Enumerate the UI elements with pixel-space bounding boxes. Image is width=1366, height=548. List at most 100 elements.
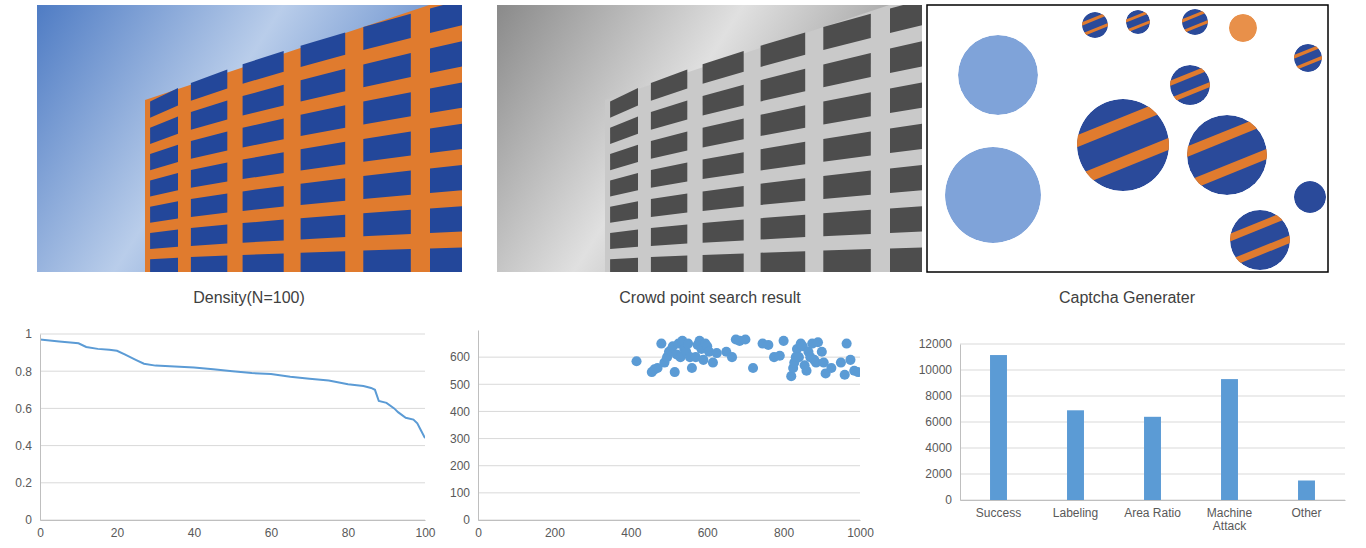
tick-label: 1 (25, 327, 32, 341)
tick-label: 8000 (925, 389, 952, 403)
tick: 10000 (919, 363, 960, 377)
window (243, 186, 284, 211)
tick: 100 (415, 520, 435, 540)
tick-label: 0 (475, 526, 482, 540)
data-point (683, 339, 693, 349)
data-point (727, 352, 737, 362)
caption: Density(N=100) (193, 289, 305, 306)
window (761, 105, 806, 136)
tick: 0 (37, 520, 44, 540)
tick-label: 400 (450, 405, 470, 419)
piece-stripe (1144, 104, 1296, 173)
tick: 60 (265, 520, 279, 540)
window (243, 51, 284, 84)
grid-line (40, 520, 425, 521)
tick-label: 400 (621, 526, 641, 540)
window (430, 205, 462, 233)
data-point (842, 339, 852, 349)
tick-label: 100 (450, 486, 470, 500)
window (890, 205, 922, 233)
tick: 0.4 (15, 439, 40, 453)
tick-label: 300 (450, 432, 470, 446)
data-point (817, 347, 827, 357)
window (430, 163, 462, 193)
data-line (40, 340, 425, 439)
tick: 1 (25, 327, 40, 341)
window (610, 258, 638, 272)
tick-label: 12000 (919, 337, 953, 351)
piece-stripe (1149, 59, 1225, 93)
bar (990, 355, 1007, 500)
tick-label-line: Attack (1213, 519, 1247, 533)
chart-bar: 020004000600080001000012000SuccessLabeli… (919, 337, 1346, 533)
plot-area (631, 334, 860, 381)
window (651, 163, 687, 188)
tick-label: 60 (265, 526, 279, 540)
tick: 400 (621, 520, 641, 540)
window (430, 121, 462, 153)
window (191, 163, 227, 188)
tick-label: 0 (463, 513, 470, 527)
tick-label: Other (1291, 506, 1321, 520)
data-point (708, 358, 718, 368)
window (761, 69, 806, 102)
tick: 0 (945, 493, 960, 507)
window (651, 225, 687, 246)
captcha-piece (1149, 59, 1231, 108)
tick-label: Area Ratio (1124, 506, 1181, 520)
window (363, 131, 411, 161)
caption: Captcha Generater (1059, 289, 1196, 306)
piece-stripe (1068, 8, 1117, 30)
tick: 500 (450, 378, 478, 392)
window (703, 186, 744, 211)
tick-label: 200 (450, 459, 470, 473)
tick-label: 200 (545, 526, 565, 540)
piece-fill (945, 147, 1041, 243)
captcha-piece (1168, 5, 1221, 37)
tick-label: 0.6 (15, 402, 32, 416)
grid-line (478, 520, 860, 521)
data-point (775, 351, 785, 361)
data-point (840, 370, 850, 380)
tick: 0 (475, 520, 482, 540)
tick-label: 6000 (925, 415, 952, 429)
grid-line (478, 384, 860, 385)
tick-label: 2000 (925, 467, 952, 481)
grid-line (40, 334, 425, 335)
piece-stripe (1198, 202, 1312, 254)
caption: Crowd point search result (619, 289, 801, 306)
window (761, 251, 806, 272)
axis-line (961, 500, 1346, 501)
captcha-piece (1229, 14, 1257, 42)
captcha-frame (927, 5, 1328, 272)
window (243, 118, 284, 147)
window (191, 225, 227, 246)
axis-line (41, 520, 426, 521)
x-axis: 02004006008001000 (475, 520, 874, 540)
tick: 12000 (919, 337, 960, 351)
window (150, 201, 178, 223)
piece-stripe (1155, 74, 1231, 108)
window (610, 173, 638, 197)
photo (37, 5, 462, 272)
window (191, 70, 227, 101)
grid-line (478, 411, 860, 412)
window (890, 5, 922, 33)
tick: 2000 (925, 467, 960, 481)
tick: Other (1291, 500, 1321, 520)
window (703, 118, 744, 147)
data-point (801, 366, 811, 376)
data-point (670, 367, 680, 377)
captcha-piece (945, 147, 1041, 243)
data-point (698, 355, 708, 365)
window (430, 5, 462, 33)
grid-line (40, 408, 425, 409)
window (610, 229, 638, 249)
bar (1298, 481, 1315, 501)
captcha-piece (1294, 181, 1326, 213)
window (890, 79, 922, 113)
captcha-piece (1113, 7, 1162, 37)
window (363, 171, 411, 199)
window (823, 131, 871, 161)
tick: 100 (450, 486, 478, 500)
